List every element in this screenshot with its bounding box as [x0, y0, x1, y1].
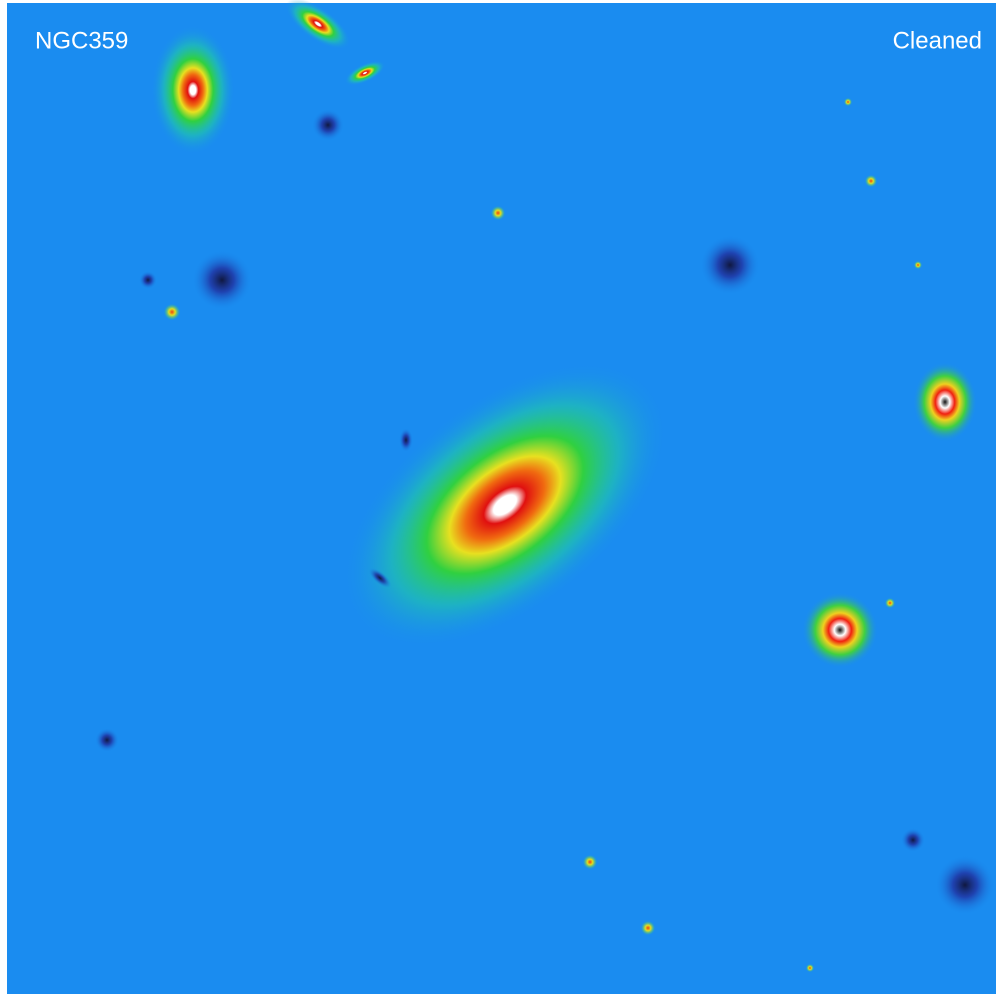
point-source	[583, 855, 597, 869]
point-source	[491, 206, 505, 220]
star	[802, 592, 878, 668]
residual	[139, 271, 157, 289]
residual	[192, 250, 252, 310]
residual	[399, 428, 413, 452]
point-source	[885, 598, 895, 608]
point-source	[914, 261, 922, 269]
point-source	[865, 175, 877, 187]
point-source	[806, 964, 814, 972]
page: {"labels": {"object": "NGC359", "status"…	[0, 0, 996, 1000]
status-label: Cleaned	[893, 27, 982, 54]
residual	[700, 235, 760, 295]
residual	[935, 855, 995, 915]
galaxy	[913, 362, 977, 442]
point-source	[844, 98, 852, 106]
point-source	[641, 921, 655, 935]
image-view: NGC359 Cleaned	[0, 0, 996, 1000]
galaxy	[151, 25, 235, 155]
residual	[312, 109, 344, 141]
point-source	[164, 304, 180, 320]
residual	[901, 828, 925, 852]
residual	[95, 728, 119, 752]
object-label: NGC359	[35, 27, 128, 54]
